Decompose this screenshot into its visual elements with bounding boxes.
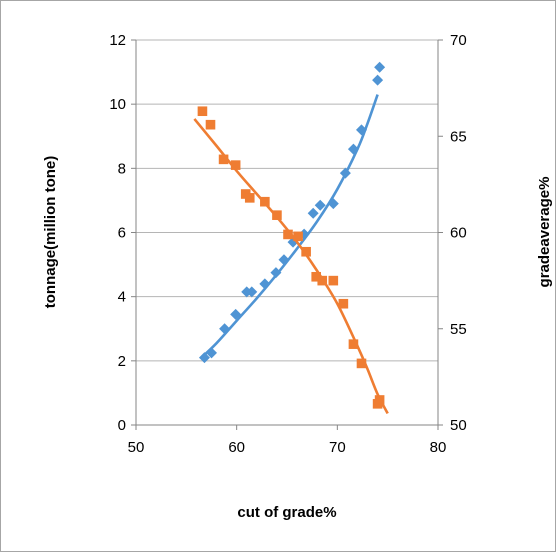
tonnage-point: [206, 347, 217, 359]
grade-average-point: [205, 119, 216, 130]
tonnage-point: [278, 254, 290, 266]
grade-average-point: [374, 395, 385, 405]
y-tick-label: 6: [118, 225, 126, 242]
tonnage-point: [198, 352, 210, 364]
grade-average-point: [197, 106, 208, 117]
tonnage-point: [355, 124, 367, 136]
y-tick-label: 4: [118, 289, 126, 306]
y2-axis-title: gradeaverage%: [536, 177, 553, 288]
grade-average-point: [218, 154, 229, 165]
y2-tick-label: 70: [450, 32, 467, 49]
x-axis-title: cut of grade%: [237, 504, 336, 521]
grade-average-point: [356, 358, 367, 369]
tonnage-point: [219, 323, 231, 335]
tonnage-point: [327, 198, 339, 210]
tonnage-point: [230, 308, 242, 320]
grade-average-point: [260, 196, 270, 207]
y2-tick-label: 60: [450, 225, 467, 242]
y-tick-label: 8: [118, 160, 126, 177]
y-tick-label: 0: [118, 417, 126, 434]
grid-layer: [136, 39, 438, 362]
tonnage-trendline: [200, 94, 379, 359]
tonnage-point: [339, 167, 351, 179]
y-tick-label: 12: [109, 32, 126, 49]
x-tick-label: 60: [228, 439, 245, 456]
grade-average-point: [311, 271, 321, 282]
tonnage-point: [270, 267, 282, 279]
axis-layer: [131, 39, 443, 430]
tonnage-point: [314, 199, 326, 211]
x-tick-label: 80: [430, 439, 447, 456]
tonnage-point: [347, 143, 359, 155]
tonnage-point: [307, 207, 319, 219]
tonnage-point: [246, 286, 258, 298]
y2-tick-label: 50: [450, 417, 467, 434]
y2-tick-label: 55: [450, 321, 467, 338]
tonnage-point: [374, 61, 386, 73]
x-tick-label: 50: [128, 439, 145, 456]
grade-average-point: [283, 229, 293, 240]
grade-average-point: [301, 246, 311, 257]
tick-layer: 0 2 4 6 8 10 12 50 55 60 65 70 50 60 70 80: [109, 32, 466, 456]
y2-tick-label: 65: [450, 128, 467, 145]
grade-average-point: [293, 231, 303, 242]
series-layer: [193, 61, 389, 415]
grade-average-point: [244, 193, 255, 203]
x-tick-label: 70: [329, 439, 346, 456]
grade-average-point: [272, 210, 282, 220]
grade-average-point: [338, 298, 349, 309]
grade-average-point: [230, 160, 241, 170]
grade-average-point: [328, 275, 339, 286]
grade-average-point: [348, 339, 359, 349]
y-axis-title: tonnage(million tone): [42, 156, 59, 308]
tonnage-point: [372, 74, 384, 86]
y-tick-label: 2: [118, 353, 126, 370]
y-tick-label: 10: [109, 96, 126, 113]
grade-average-point: [317, 275, 328, 286]
tonnage-point: [259, 278, 271, 290]
